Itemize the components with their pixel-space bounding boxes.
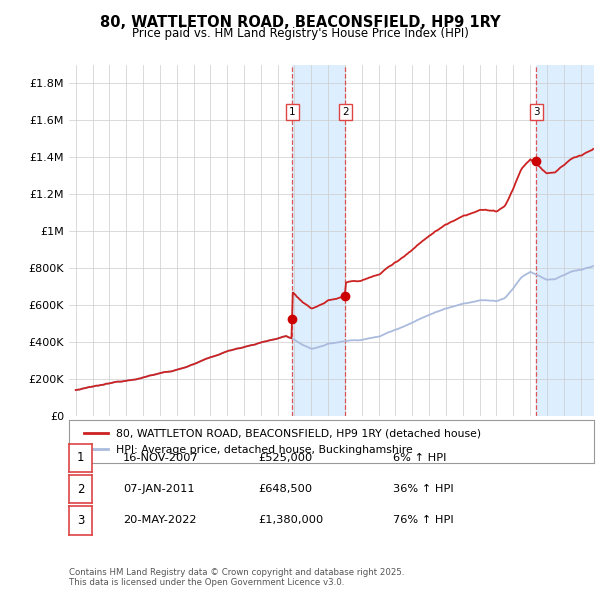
Text: 3: 3 (77, 514, 84, 527)
Text: 1: 1 (289, 107, 296, 117)
Legend: 80, WATTLETON ROAD, BEACONSFIELD, HP9 1RY (detached house), HPI: Average price, : 80, WATTLETON ROAD, BEACONSFIELD, HP9 1R… (80, 424, 486, 459)
Text: £1,380,000: £1,380,000 (258, 516, 323, 525)
Text: 3: 3 (533, 107, 540, 117)
Bar (292, 65, 345, 416)
Text: £525,000: £525,000 (258, 453, 312, 463)
Text: £648,500: £648,500 (258, 484, 312, 494)
Text: 80, WATTLETON ROAD, BEACONSFIELD, HP9 1RY: 80, WATTLETON ROAD, BEACONSFIELD, HP9 1R… (100, 15, 500, 30)
Text: 2: 2 (77, 483, 84, 496)
Text: Contains HM Land Registry data © Crown copyright and database right 2025.
This d: Contains HM Land Registry data © Crown c… (69, 568, 404, 587)
Text: 6% ↑ HPI: 6% ↑ HPI (393, 453, 446, 463)
Text: 36% ↑ HPI: 36% ↑ HPI (393, 484, 454, 494)
Text: 07-JAN-2011: 07-JAN-2011 (123, 484, 194, 494)
Text: 76% ↑ HPI: 76% ↑ HPI (393, 516, 454, 525)
Text: 2: 2 (342, 107, 349, 117)
Text: 1: 1 (77, 451, 84, 464)
Text: 20-MAY-2022: 20-MAY-2022 (123, 516, 197, 525)
Text: Price paid vs. HM Land Registry's House Price Index (HPI): Price paid vs. HM Land Registry's House … (131, 27, 469, 40)
Text: 16-NOV-2007: 16-NOV-2007 (123, 453, 199, 463)
Bar (536, 65, 594, 416)
